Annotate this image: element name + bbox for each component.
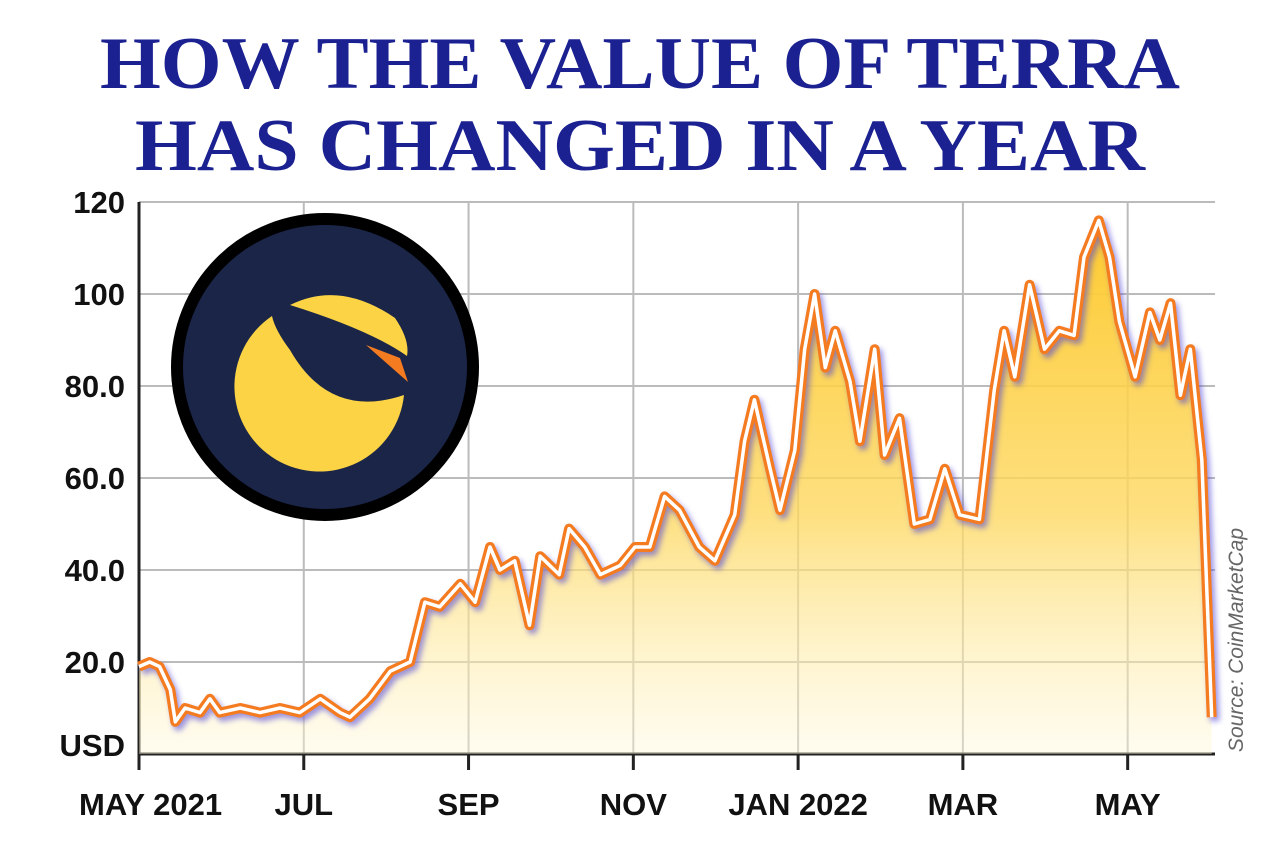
area: [139, 220, 1212, 754]
y-axis-label: USD: [60, 728, 125, 763]
y-tick-label: 40.0: [65, 553, 125, 588]
x-tick-label: JAN 2022: [728, 787, 868, 822]
y-tick-label: 60.0: [65, 461, 125, 496]
plot-area: 20.0 40.0 60.0 80.0 100 120 MAY 2021 JUL SEP NOV J…: [65, 185, 1220, 822]
x-tick-label: SEP: [438, 787, 500, 822]
x-tick-label: JUL: [274, 787, 333, 822]
x-tick-label: MAR: [928, 787, 999, 822]
x-tick-label: NOV: [600, 787, 668, 822]
x-tick-label: MAY 2021: [79, 787, 222, 822]
y-tick-label: 80.0: [65, 369, 125, 404]
y-tick-label: 120: [73, 185, 125, 220]
line-highlight: [138, 218, 1214, 724]
source-note: Source: CoinMarketCap: [1225, 528, 1248, 752]
y-tick-label: 20.0: [65, 645, 125, 680]
chart-title: HAS CHANGED IN A YEAR: [135, 105, 1147, 187]
x-tick-label: MAY: [1095, 787, 1161, 822]
chart-title: HOW THE VALUE OF TERRA: [100, 23, 1180, 105]
terra-logo: [171, 213, 479, 521]
y-tick-label: 100: [73, 277, 125, 312]
